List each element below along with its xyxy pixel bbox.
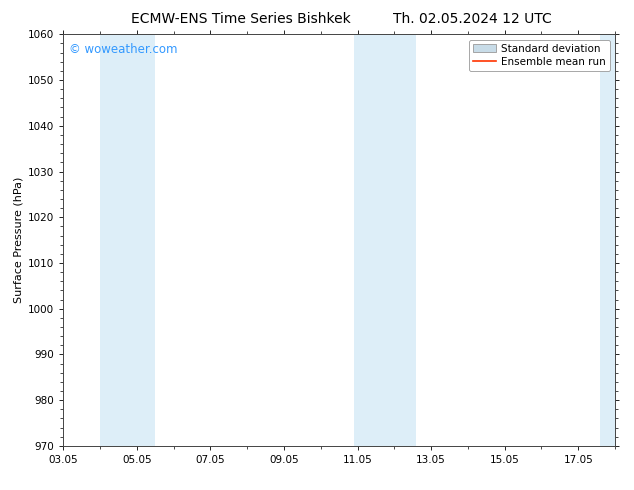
Bar <box>100 34 155 446</box>
Legend: Standard deviation, Ensemble mean run: Standard deviation, Ensemble mean run <box>469 40 610 71</box>
Text: Th. 02.05.2024 12 UTC: Th. 02.05.2024 12 UTC <box>393 12 552 26</box>
Text: ECMW-ENS Time Series Bishkek: ECMW-ENS Time Series Bishkek <box>131 12 351 26</box>
Bar <box>354 34 417 446</box>
Text: © woweather.com: © woweather.com <box>69 43 178 55</box>
Y-axis label: Surface Pressure (hPa): Surface Pressure (hPa) <box>14 177 24 303</box>
Bar <box>600 34 615 446</box>
